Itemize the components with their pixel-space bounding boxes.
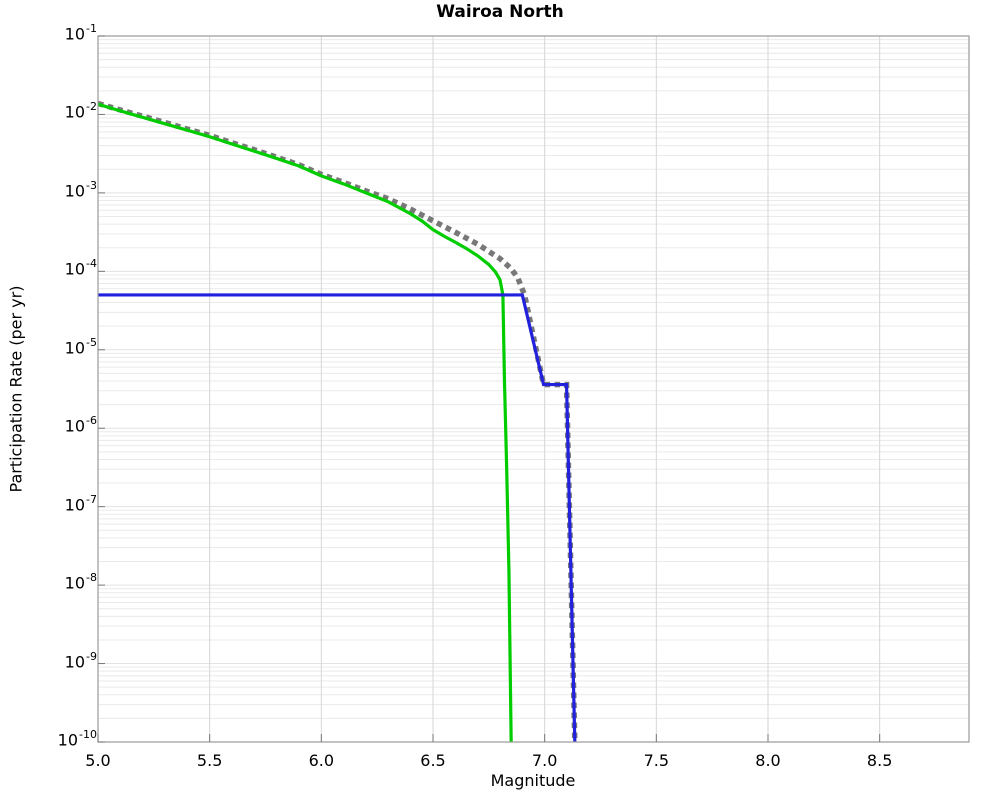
series-green-solid-line xyxy=(98,102,513,742)
x-tick-label-7.0: 7.0 xyxy=(531,751,558,770)
y-tick-label-1e-5: 10-5 xyxy=(64,335,97,358)
y-tick-label-1e-10: 10-10 xyxy=(57,728,97,750)
x-tick-label-5.5: 5.5 xyxy=(196,751,223,770)
x-tick-label-5.0: 5.0 xyxy=(85,751,111,770)
axis-ticks xyxy=(97,35,881,743)
plot-frame xyxy=(97,35,970,743)
x-tick-label-8.5: 8.5 xyxy=(866,751,893,770)
y-tick-label-1e-8: 10-8 xyxy=(64,571,97,593)
y-tick-label-1e-9: 10-9 xyxy=(64,649,97,671)
x-tick-label-8.0: 8.0 xyxy=(755,751,781,770)
y-tick-label-1e-7: 10-7 xyxy=(64,492,97,514)
x-axis-title: Magnitude xyxy=(490,771,576,790)
y-tick-label-1e-1: 10-1 xyxy=(64,22,97,44)
y-tick-label-1e-6: 10-6 xyxy=(64,414,97,436)
series-gray-dotted-total-line xyxy=(98,100,578,742)
chart-title: Wairoa North xyxy=(436,2,564,22)
y-tick-label-1e-4: 10-4 xyxy=(64,257,97,279)
series-group xyxy=(98,100,578,742)
x-tick-label-6.0: 6.0 xyxy=(308,751,335,770)
grid-vertical xyxy=(209,36,881,742)
y-tick-label-1e-3: 10-3 xyxy=(64,178,97,201)
y-tick-label-1e-2: 10-2 xyxy=(64,100,97,122)
x-tick-label-7.5: 7.5 xyxy=(643,751,670,770)
series-blue-solid-line xyxy=(98,293,577,742)
x-tick-label-6.5: 6.5 xyxy=(420,751,446,770)
grid-minor-horizontal xyxy=(98,39,969,719)
